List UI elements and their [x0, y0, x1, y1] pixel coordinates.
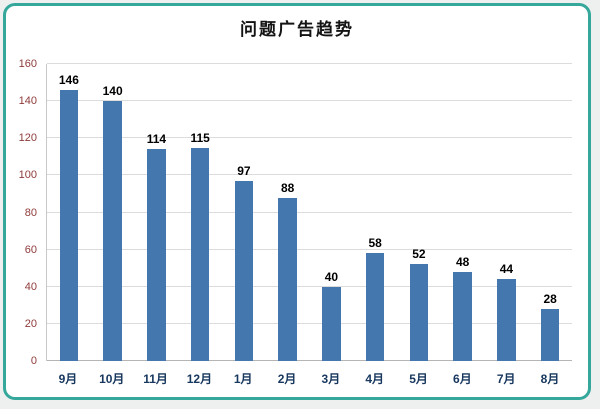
y-tick-label: 160	[18, 58, 37, 70]
bar-slot: 44	[485, 64, 529, 361]
x-tick-label: 2月	[277, 372, 297, 386]
bar-value-label: 115	[190, 130, 210, 145]
bar-value-label: 88	[280, 180, 295, 195]
y-tick-label: 60	[24, 243, 37, 256]
chart-title: 问题广告趋势	[240, 20, 354, 39]
y-tick-label: 20	[24, 317, 37, 330]
bar-slot: 88	[266, 64, 310, 361]
bar-value-label: 48	[455, 254, 470, 269]
bar-value-label: 114	[146, 132, 167, 147]
bar	[147, 149, 166, 361]
x-tick-label: 10月	[99, 372, 125, 386]
bar	[190, 147, 210, 361]
bar-value-label: 40	[324, 269, 339, 284]
x-tick-label: 8月	[540, 372, 560, 386]
gridline	[47, 322, 572, 324]
bar-slot: 140	[91, 64, 135, 361]
bar-slot: 146	[47, 64, 91, 361]
gridline	[47, 63, 572, 64]
y-tick-label: 80	[24, 206, 37, 219]
bar-value-label: 44	[499, 262, 514, 277]
bar	[540, 309, 560, 361]
x-tick-label: 7月	[496, 372, 516, 386]
gridline	[47, 211, 572, 213]
x-tick-label: 1月	[233, 372, 253, 386]
x-tick-label: 11月	[143, 372, 168, 386]
x-tick-label: 5月	[409, 372, 428, 386]
bar	[278, 197, 297, 361]
gridline	[47, 285, 572, 287]
bar-slot: 97	[222, 64, 266, 361]
x-axis: 9月 10月 11月 12月 1月 2月 3月 4月 5月 6月 7月 8月	[46, 363, 572, 389]
bar	[59, 90, 79, 361]
bar-slot: 40	[310, 64, 354, 361]
x-tick-label: 3月	[321, 372, 341, 386]
x-tick-label: 6月	[453, 372, 472, 386]
gridline	[47, 100, 572, 102]
bar-slot: 58	[353, 64, 397, 361]
chart-area: 0 20 40 60 80 100 120 140 160 146 140 114 115 97 88 40…	[14, 50, 572, 389]
bar	[234, 180, 254, 361]
bar	[365, 253, 385, 361]
bar	[322, 286, 341, 361]
y-tick-label: 120	[18, 132, 37, 145]
bar	[409, 264, 429, 361]
bar-series: 146 140 114 115 97 88 40 58 52 48 44 28	[47, 64, 572, 361]
y-tick-label: 0	[30, 355, 37, 367]
x-tick-label: 12月	[186, 372, 213, 386]
bar-slot: 115	[178, 64, 222, 361]
bar-slot: 114	[135, 64, 179, 361]
gridline	[47, 137, 572, 139]
bar-slot: 28	[528, 64, 572, 361]
x-tick-label: 4月	[365, 372, 385, 386]
bar-value-label: 52	[412, 247, 426, 262]
bar-slot: 52	[397, 64, 441, 361]
chart-frame: 问题广告趋势 0 20 40 60 80 100 120 140 160 146 140 114 11…	[3, 3, 591, 400]
gridline	[47, 248, 572, 250]
x-tick-label: 9月	[58, 372, 78, 386]
bar	[497, 279, 516, 361]
bar-value-label: 28	[543, 292, 557, 307]
y-tick-label: 40	[24, 280, 37, 293]
bar-value-label: 58	[368, 236, 382, 251]
bar	[453, 271, 472, 361]
gridline	[47, 174, 572, 176]
plot-area: 146 140 114 115 97 88 40 58 52 48 44 28	[46, 63, 572, 361]
y-tick-label: 140	[18, 95, 37, 108]
bar-value-label: 146	[58, 73, 79, 87]
bar-slot: 48	[441, 64, 485, 361]
bar-value-label: 140	[102, 84, 123, 99]
y-tick-label: 100	[18, 169, 37, 182]
gridline	[47, 360, 572, 361]
y-axis: 0 20 40 60 80 100 120 140 160	[14, 58, 42, 367]
bar-value-label: 97	[237, 163, 251, 178]
bar	[103, 101, 122, 361]
